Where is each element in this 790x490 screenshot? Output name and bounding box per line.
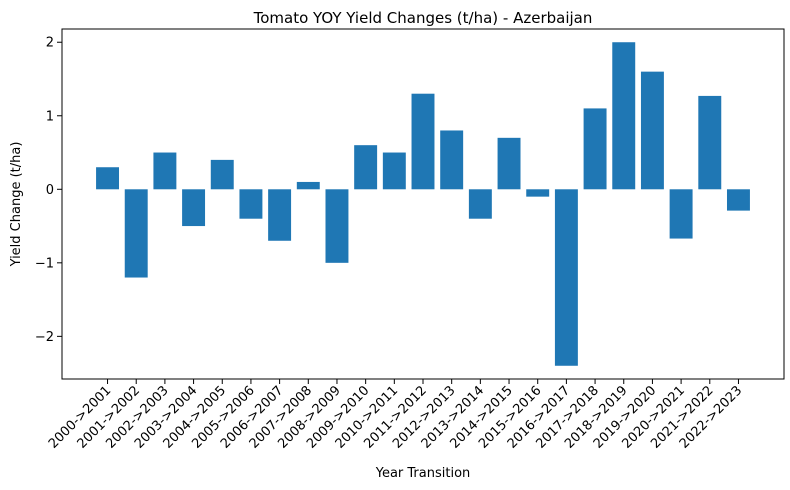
y-tick-label: 1 bbox=[46, 109, 54, 124]
bar bbox=[239, 189, 263, 219]
x-axis-label: Year Transition bbox=[375, 466, 471, 481]
bar bbox=[325, 189, 349, 263]
y-tick-label: −1 bbox=[35, 256, 54, 271]
bar bbox=[182, 189, 206, 227]
bar bbox=[382, 152, 406, 190]
bar bbox=[468, 189, 492, 219]
bar bbox=[554, 189, 578, 366]
bar bbox=[698, 95, 722, 190]
bar bbox=[210, 159, 234, 190]
bar bbox=[726, 189, 750, 211]
plot-frame bbox=[61, 28, 785, 380]
bar bbox=[354, 145, 378, 190]
y-tick-label: 2 bbox=[46, 36, 54, 51]
y-tick-label: 0 bbox=[46, 183, 54, 198]
bar bbox=[268, 189, 292, 241]
bar bbox=[296, 181, 320, 190]
y-axis-label: Yield Change (t/ha) bbox=[9, 142, 24, 268]
bar bbox=[640, 71, 664, 190]
bar bbox=[153, 152, 177, 190]
bar bbox=[669, 189, 693, 239]
chart-title: Tomato YOY Yield Changes (t/ha) - Azerba… bbox=[253, 9, 593, 27]
bar bbox=[583, 108, 607, 190]
bar bbox=[440, 130, 464, 190]
bar bbox=[526, 189, 550, 197]
bar bbox=[411, 93, 435, 190]
bar bbox=[612, 42, 636, 190]
bar bbox=[497, 137, 521, 190]
bar bbox=[96, 167, 120, 190]
y-tick-label: −2 bbox=[35, 330, 54, 345]
bar bbox=[124, 189, 148, 278]
